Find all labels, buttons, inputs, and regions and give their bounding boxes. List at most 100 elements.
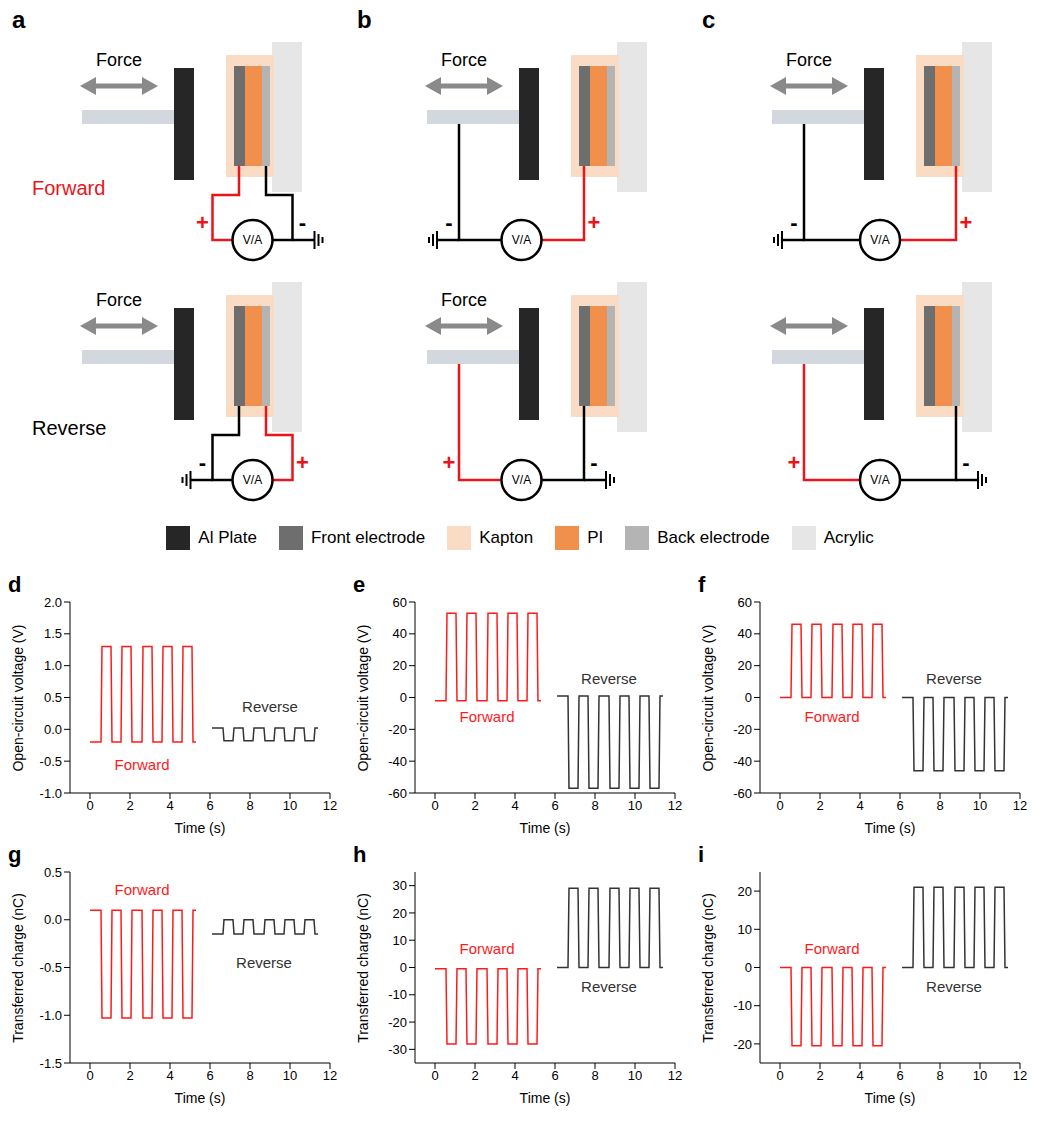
svg-text:-60: -60 [733, 786, 752, 801]
svg-text:-1.0: -1.0 [40, 1008, 62, 1023]
svg-text:0: 0 [400, 960, 407, 975]
svg-text:Reverse: Reverse [926, 978, 982, 995]
svg-text:-1.5: -1.5 [40, 1056, 62, 1071]
svg-text:6: 6 [551, 798, 558, 813]
svg-text:2: 2 [126, 1068, 133, 1083]
svg-text:Reverse: Reverse [236, 954, 292, 971]
svg-text:10: 10 [283, 1068, 297, 1083]
svg-text:2: 2 [471, 798, 478, 813]
svg-text:0: 0 [400, 690, 407, 705]
svg-text:Reverse: Reverse [32, 417, 106, 439]
svg-text:-0.5: -0.5 [40, 960, 62, 975]
svg-text:Forward: Forward [459, 708, 514, 725]
svg-text:-40: -40 [733, 754, 752, 769]
svg-text:20: 20 [738, 884, 752, 899]
svg-text:-60: -60 [388, 786, 407, 801]
svg-text:a: a [12, 6, 26, 33]
svg-text:+: + [788, 450, 801, 475]
svg-text:Force: Force [96, 290, 142, 310]
svg-text:4: 4 [166, 1068, 173, 1083]
svg-text:40: 40 [393, 626, 407, 641]
svg-text:0.5: 0.5 [44, 690, 62, 705]
svg-text:40: 40 [738, 626, 752, 641]
svg-text:12: 12 [1013, 798, 1027, 813]
svg-text:Forward: Forward [804, 940, 859, 957]
svg-text:12: 12 [1013, 1068, 1027, 1083]
svg-text:-: - [790, 210, 797, 235]
svg-text:4: 4 [166, 798, 173, 813]
svg-text:Force: Force [441, 290, 487, 310]
svg-text:8: 8 [246, 1068, 253, 1083]
svg-text:0: 0 [86, 1068, 93, 1083]
svg-text:-20: -20 [388, 1015, 407, 1030]
svg-text:12: 12 [668, 798, 682, 813]
svg-text:2.0: 2.0 [44, 595, 62, 610]
svg-text:8: 8 [936, 798, 943, 813]
svg-text:4: 4 [511, 1068, 518, 1083]
svg-text:0: 0 [745, 960, 752, 975]
svg-text:10: 10 [973, 1068, 987, 1083]
svg-text:6: 6 [896, 798, 903, 813]
svg-text:b: b [357, 6, 372, 33]
svg-text:8: 8 [936, 1068, 943, 1083]
svg-text:V/A: V/A [243, 233, 262, 247]
svg-text:1.0: 1.0 [44, 658, 62, 673]
svg-text:12: 12 [668, 1068, 682, 1083]
svg-text:4: 4 [511, 798, 518, 813]
svg-text:Time (s): Time (s) [175, 1090, 226, 1106]
svg-text:V/A: V/A [512, 233, 531, 247]
svg-text:-: - [590, 450, 597, 475]
svg-text:20: 20 [393, 906, 407, 921]
svg-text:8: 8 [246, 798, 253, 813]
svg-text:-20: -20 [733, 1037, 752, 1052]
svg-text:Time (s): Time (s) [520, 820, 571, 836]
svg-text:Force: Force [441, 50, 487, 70]
svg-text:-30: -30 [388, 1042, 407, 1057]
svg-text:8: 8 [591, 798, 598, 813]
svg-text:Forward: Forward [114, 756, 169, 773]
svg-text:10: 10 [628, 1068, 642, 1083]
svg-text:2: 2 [816, 798, 823, 813]
svg-text:12: 12 [323, 798, 337, 813]
svg-text:-20: -20 [388, 722, 407, 737]
svg-text:12: 12 [323, 1068, 337, 1083]
svg-text:1.5: 1.5 [44, 626, 62, 641]
svg-text:c: c [702, 6, 715, 33]
svg-text:6: 6 [896, 1068, 903, 1083]
svg-text:2: 2 [471, 1068, 478, 1083]
svg-text:0.0: 0.0 [44, 912, 62, 927]
svg-text:10: 10 [628, 798, 642, 813]
svg-text:-0.5: -0.5 [40, 754, 62, 769]
svg-text:0.0: 0.0 [44, 722, 62, 737]
svg-text:-: - [199, 450, 206, 475]
svg-text:Forward: Forward [114, 881, 169, 898]
svg-text:Reverse: Reverse [242, 698, 298, 715]
svg-text:-20: -20 [733, 722, 752, 737]
svg-text:-10: -10 [388, 987, 407, 1002]
svg-text:2: 2 [816, 1068, 823, 1083]
svg-text:-: - [445, 210, 452, 235]
svg-text:Force: Force [96, 50, 142, 70]
svg-text:0: 0 [431, 1068, 438, 1083]
svg-text:+: + [196, 210, 209, 235]
svg-text:+: + [296, 450, 309, 475]
svg-text:8: 8 [591, 1068, 598, 1083]
svg-text:Force: Force [786, 50, 832, 70]
svg-text:Reverse: Reverse [581, 978, 637, 995]
svg-text:Forward: Forward [804, 708, 859, 725]
svg-text:0: 0 [776, 798, 783, 813]
svg-text:6: 6 [206, 1068, 213, 1083]
svg-text:-1.0: -1.0 [40, 786, 62, 801]
svg-text:V/A: V/A [870, 233, 889, 247]
svg-text:Reverse: Reverse [926, 670, 982, 687]
svg-text:-: - [299, 210, 306, 235]
svg-text:-: - [962, 450, 969, 475]
svg-text:+: + [588, 210, 601, 235]
svg-text:20: 20 [738, 658, 752, 673]
svg-text:4: 4 [856, 798, 863, 813]
svg-text:+: + [443, 450, 456, 475]
svg-text:Forward: Forward [32, 177, 105, 199]
svg-text:V/A: V/A [243, 473, 262, 487]
svg-text:6: 6 [551, 1068, 558, 1083]
svg-text:10: 10 [283, 798, 297, 813]
